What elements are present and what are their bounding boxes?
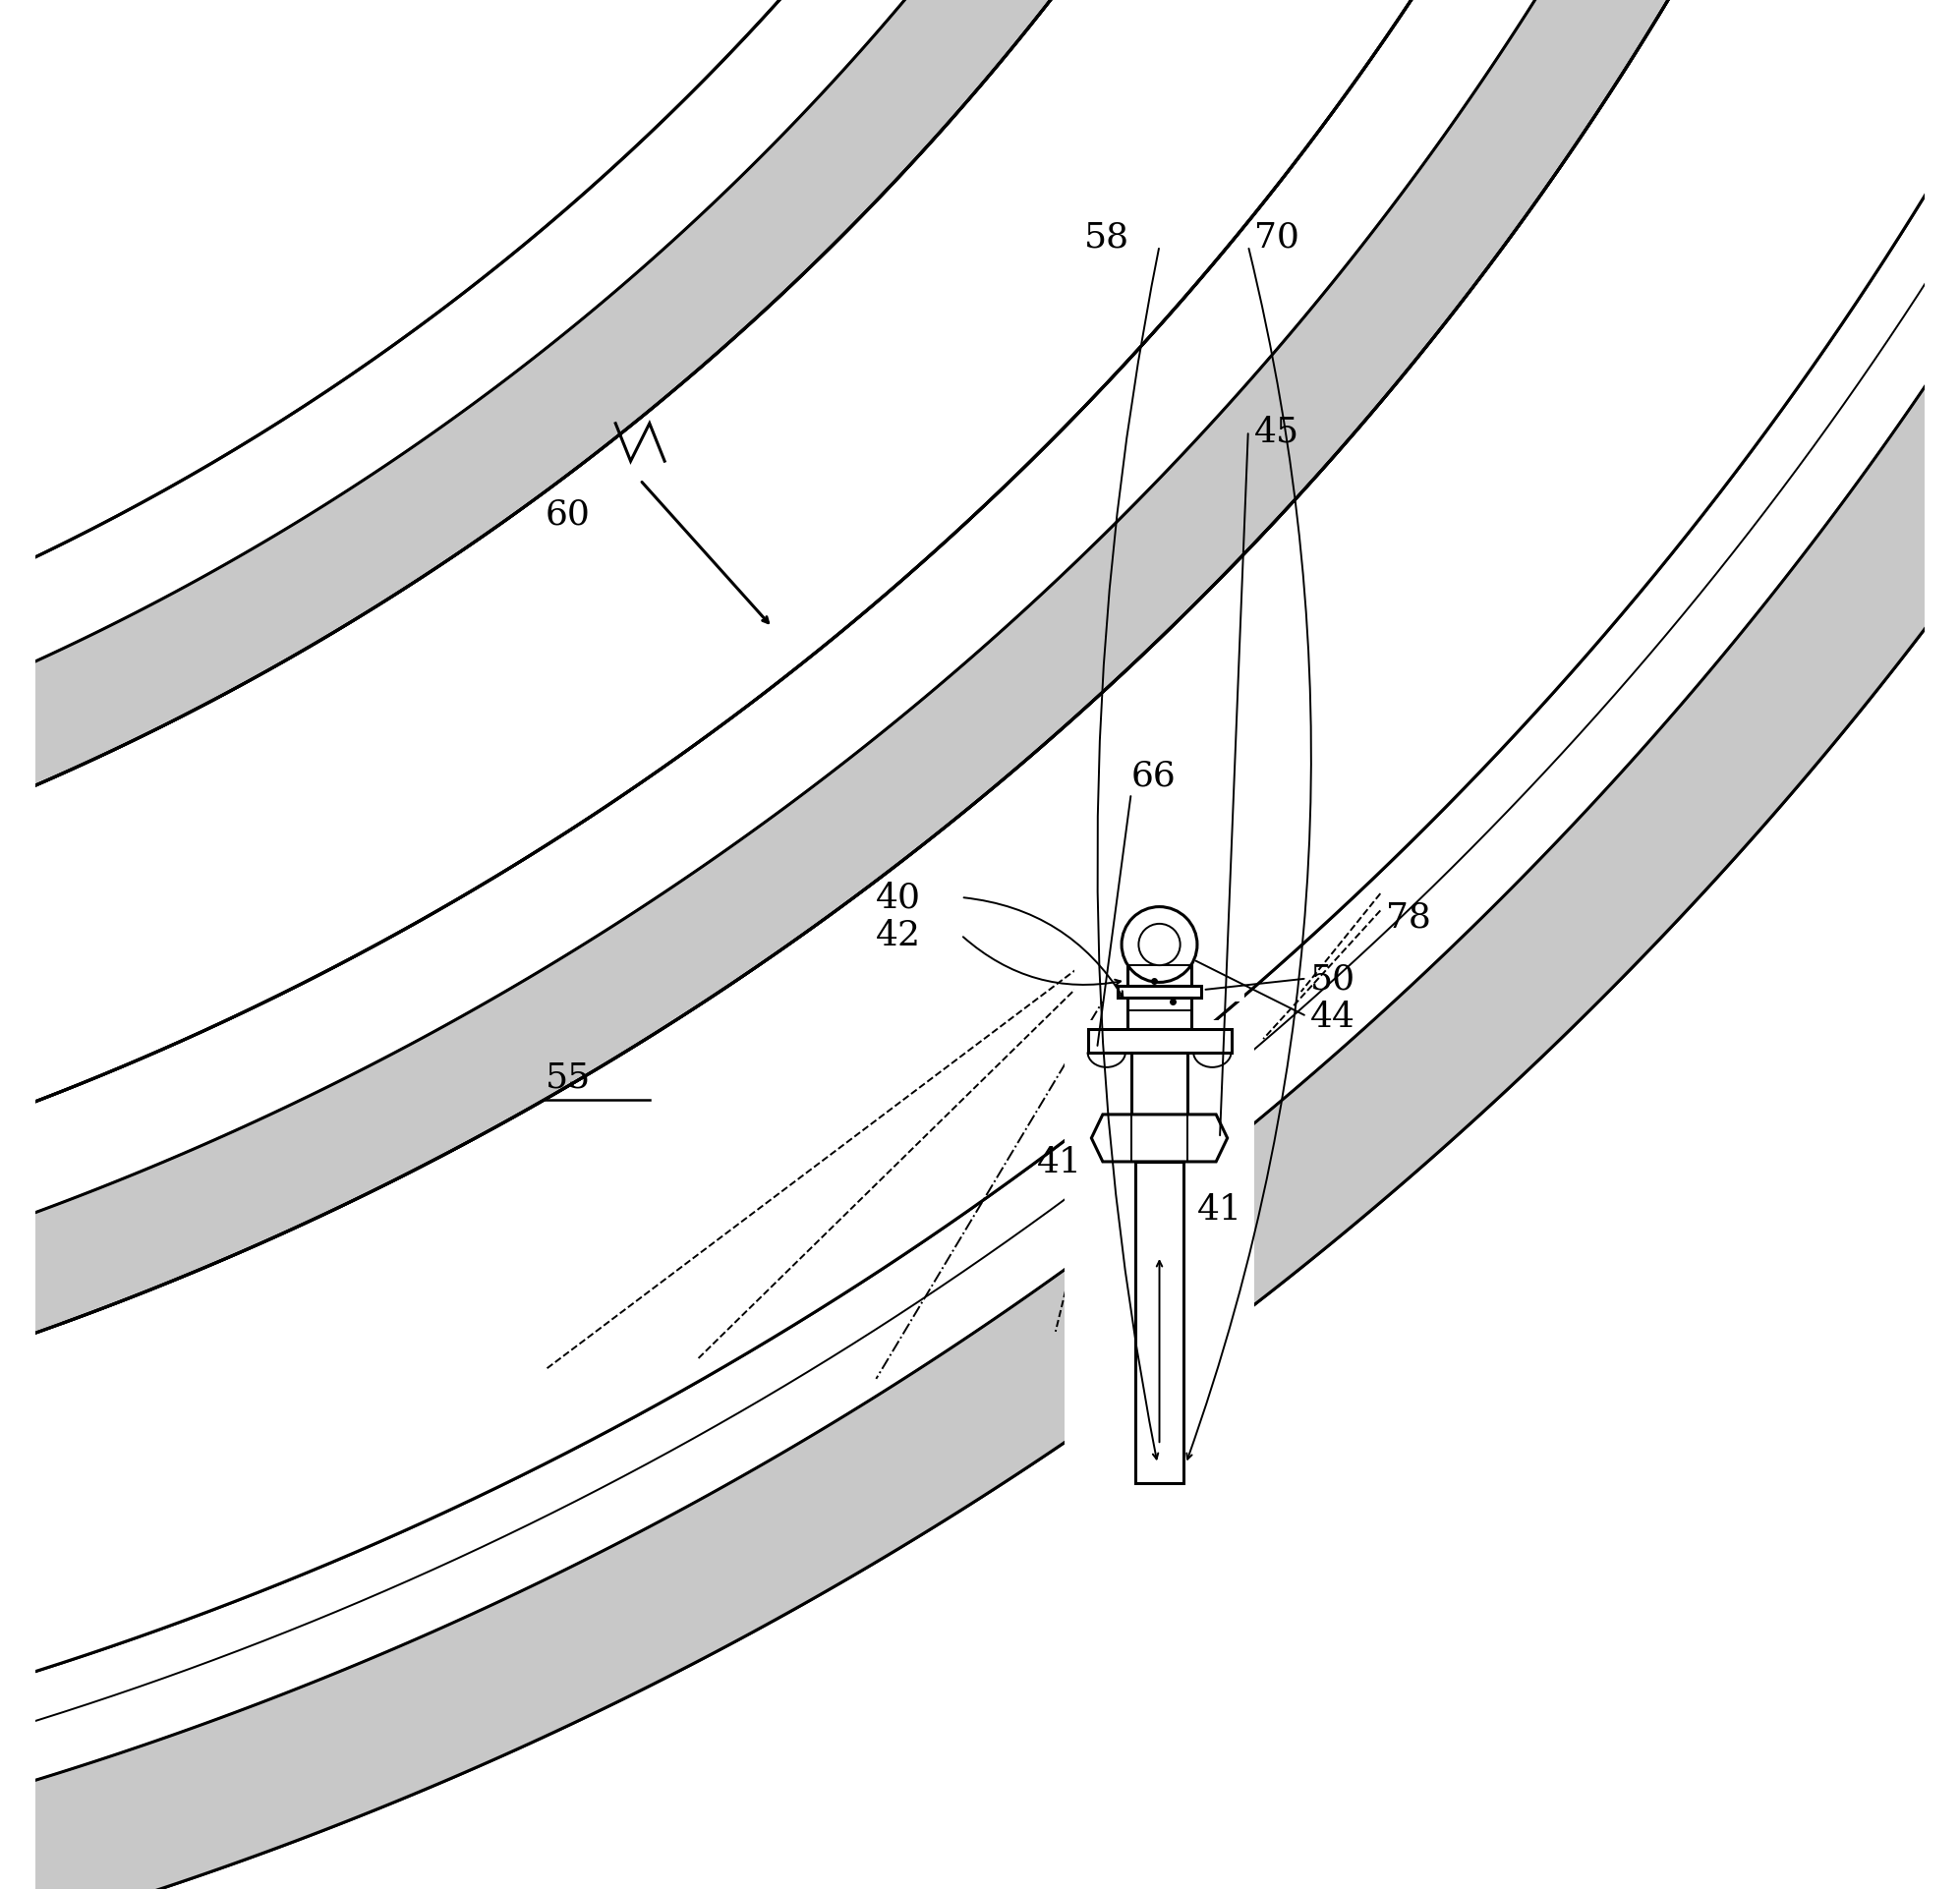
Polygon shape [1088, 1030, 1231, 1053]
Polygon shape [1127, 998, 1192, 1030]
Polygon shape [1127, 951, 1192, 987]
Polygon shape [1117, 987, 1201, 998]
Text: 55: 55 [545, 1060, 592, 1094]
Polygon shape [0, 0, 1960, 1714]
Text: 66: 66 [1131, 758, 1176, 792]
Circle shape [1121, 907, 1198, 983]
Text: 42: 42 [876, 919, 921, 953]
Polygon shape [0, 0, 1960, 1404]
Text: 60: 60 [545, 497, 590, 531]
Polygon shape [1064, 1021, 1254, 1493]
Text: 44: 44 [1311, 1000, 1356, 1034]
Polygon shape [0, 0, 1564, 913]
Polygon shape [0, 0, 1960, 1404]
Text: 58: 58 [1084, 221, 1129, 253]
Text: 40: 40 [876, 881, 921, 915]
Text: 41: 41 [1198, 1193, 1243, 1227]
Circle shape [1139, 924, 1180, 966]
Text: 41: 41 [1037, 1145, 1082, 1179]
Polygon shape [1074, 888, 1245, 1002]
Polygon shape [1092, 1115, 1227, 1162]
Polygon shape [0, 0, 1852, 1196]
Polygon shape [0, 0, 1564, 913]
Text: 70: 70 [1254, 221, 1299, 253]
Polygon shape [1131, 1053, 1188, 1115]
Text: 78: 78 [1386, 900, 1431, 934]
Polygon shape [1135, 1162, 1184, 1484]
Text: 50: 50 [1311, 962, 1356, 996]
Text: 45: 45 [1254, 416, 1299, 448]
